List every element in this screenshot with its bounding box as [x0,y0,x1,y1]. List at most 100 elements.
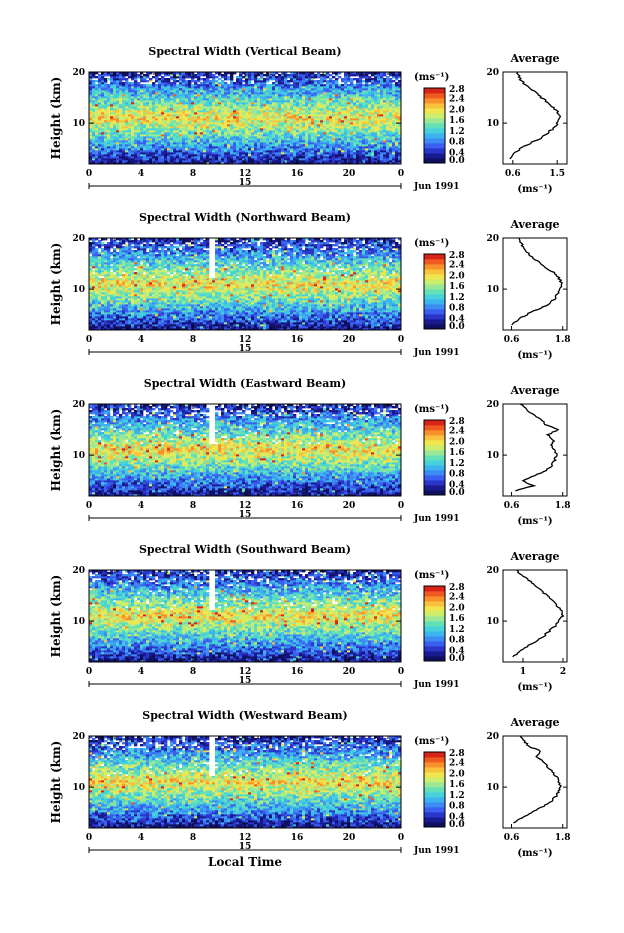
heatmap-cell [356,84,359,86]
heatmap-cell [383,116,386,118]
heatmap-cell [116,132,119,134]
heatmap-cell [137,76,140,78]
heatmap-cell [314,158,317,160]
heatmap-cell [377,80,380,82]
heatmap-cell [326,132,329,134]
heatmap-cell [152,98,155,100]
heatmap-cell [134,132,137,134]
heatmap-cell [362,152,365,154]
heatmap-cell [167,112,170,114]
heatmap-cell [284,132,287,134]
heatmap-cell [296,130,299,132]
heatmap-cell [176,98,179,100]
heatmap-cell [326,144,329,146]
heatmap-cell [254,110,257,112]
heatmap-cell [149,108,152,110]
heatmap-cell [119,86,122,88]
heatmap-cell [266,86,269,88]
heatmap-cell [122,92,125,94]
heatmap-cell [299,136,302,138]
heatmap-cell [365,74,368,76]
heatmap-cell [167,114,170,116]
heatmap-cell [161,118,164,120]
heatmap-cell [140,110,143,112]
heatmap-cell [329,90,332,92]
heatmap-cell [233,96,236,98]
heatmap-cell [200,148,203,150]
heatmap-cell [116,96,119,98]
heatmap-cell [131,118,134,120]
heatmap-cell [107,124,110,126]
heatmap-cell [152,118,155,120]
heatmap-cell [155,136,158,138]
heatmap-cell [278,140,281,142]
heatmap-cell [215,102,218,104]
heatmap-cell [125,102,128,104]
heatmap-cell [278,126,281,128]
heatmap-cell [221,132,224,134]
heatmap-cell [347,138,350,140]
heatmap-cell [95,80,98,82]
heatmap-cell [173,146,176,148]
heatmap-cell [305,160,308,162]
heatmap-cell [284,114,287,116]
heatmap-cell [353,158,356,160]
heatmap-cell [383,108,386,110]
heatmap-cell [239,132,242,134]
heatmap-cell [92,124,95,126]
heatmap-cell [377,82,380,84]
heatmap-cell [392,102,395,104]
heatmap-cell [287,88,290,90]
heatmap-cell [149,126,152,128]
heatmap-cell [134,80,137,82]
heatmap-cell [380,154,383,156]
heatmap-cell [257,100,260,102]
heatmap-cell [200,96,203,98]
heatmap-cell [344,158,347,160]
heatmap-cell [374,90,377,92]
heatmap-cell [209,100,212,102]
heatmap-cell [191,80,194,82]
heatmap-cell [137,158,140,160]
heatmap-cell [335,124,338,126]
heatmap-cell [113,80,116,82]
heatmap-cell [167,78,170,80]
heatmap-cell [116,86,119,88]
heatmap-cell [257,154,260,156]
heatmap-cell [311,138,314,140]
heatmap-cell [284,144,287,146]
heatmap-cell [95,136,98,138]
heatmap-cell [134,78,137,80]
heatmap-cell [359,90,362,92]
heatmap-cell [308,148,311,150]
heatmap-cell [251,130,254,132]
heatmap-cell [302,88,305,90]
heatmap-cell [323,78,326,80]
heatmap-cell [305,78,308,80]
heatmap-cell [263,94,266,96]
heatmap-cell [188,154,191,156]
heatmap-cell [275,150,278,152]
heatmap-cell [299,154,302,156]
heatmap-cell [299,116,302,118]
heatmap-cell [104,102,107,104]
heatmap-cell [122,122,125,124]
heatmap-cell [353,130,356,132]
heatmap-cell [104,104,107,106]
heatmap-cell [206,100,209,102]
heatmap-cell [329,114,332,116]
heatmap-cell [392,124,395,126]
heatmap-cell [176,130,179,132]
heatmap-cell [269,148,272,150]
heatmap-cell [209,154,212,156]
heatmap-cell [209,126,212,128]
heatmap-cell [284,120,287,122]
heatmap-cell [392,150,395,152]
heatmap-cell [251,148,254,150]
heatmap-cell [305,124,308,126]
heatmap-cell [173,102,176,104]
heatmap-cell [248,102,251,104]
heatmap-cell [122,140,125,142]
heatmap-cell [98,114,101,116]
heatmap-cell [263,126,266,128]
